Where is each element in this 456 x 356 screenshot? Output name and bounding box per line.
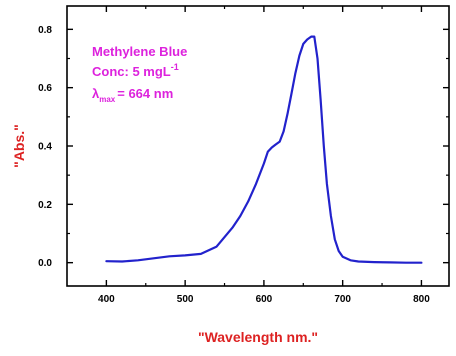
- series-line: [105, 35, 423, 264]
- y-tick-label: 0.2: [38, 200, 52, 211]
- x-tick-label: 800: [413, 294, 430, 305]
- x-axis-label: "Wavelength nm.": [198, 329, 318, 345]
- x-axis-ticks: 400 500 600 700 800: [98, 6, 430, 305]
- y-axis-label: "Abs.": [11, 124, 27, 168]
- annotation-box: Methylene Blue Conc: 5 mgL-1 λmax = 664 n…: [92, 44, 187, 104]
- series-group: [105, 35, 423, 264]
- annotation-line2: Conc: 5 mgL-1: [92, 62, 179, 79]
- y-tick-label: 0.6: [38, 83, 52, 94]
- y-axis-ticks: 0.0 0.2 0.4 0.6 0.8: [38, 25, 449, 269]
- annotation-line2-sup: -1: [171, 62, 179, 72]
- x-tick-label: 400: [98, 294, 115, 305]
- x-tick-label: 700: [334, 294, 351, 305]
- y-tick-label: 0.8: [38, 25, 52, 36]
- y-tick-label: 0.0: [38, 258, 52, 269]
- x-tick-label: 600: [256, 294, 273, 305]
- annotation-lambda: λ: [92, 86, 100, 101]
- annotation-line2-text: Conc: 5 mgL: [92, 64, 171, 79]
- annotation-line3: λmax = 664 nm: [92, 86, 173, 104]
- annotation-max-sub: max: [99, 95, 116, 104]
- x-tick-label: 500: [177, 294, 194, 305]
- annotation-line3-value: = 664 nm: [117, 86, 173, 101]
- annotation-line1: Methylene Blue: [92, 44, 187, 59]
- y-tick-label: 0.4: [38, 142, 52, 153]
